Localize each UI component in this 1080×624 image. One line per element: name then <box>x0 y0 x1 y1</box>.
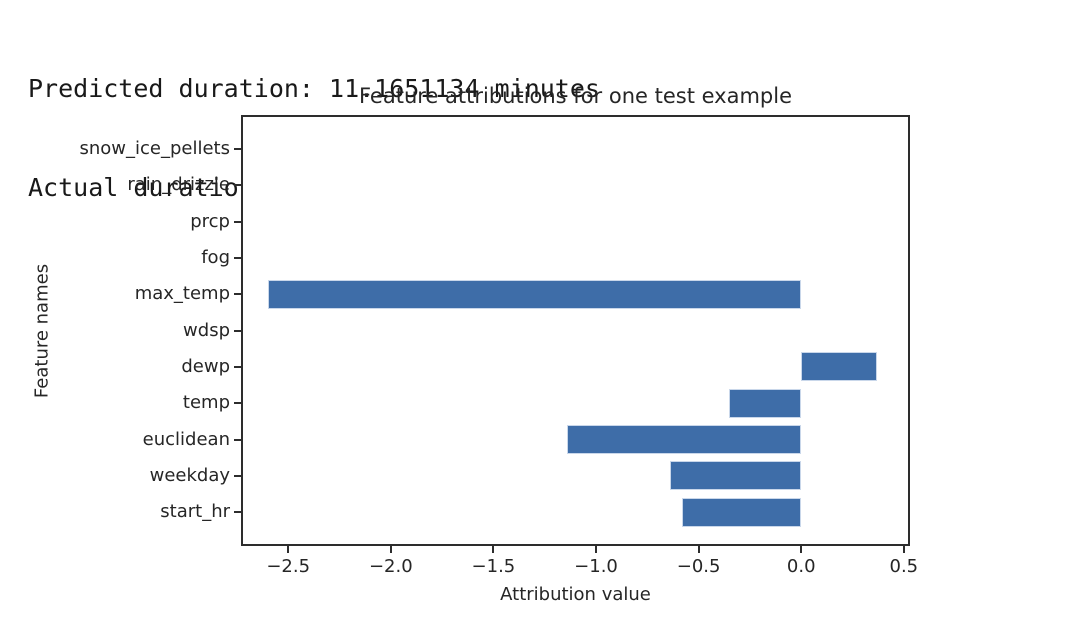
y-tick-mark <box>234 511 241 514</box>
x-tick-label: −0.5 <box>676 556 721 577</box>
y-tick-label-start_hr: start_hr <box>160 501 230 523</box>
y-tick-mark <box>234 365 241 368</box>
y-tick-label-fog: fog <box>201 247 230 268</box>
y-tick-label-dewp: dewp <box>181 355 230 377</box>
x-tick-mark <box>492 546 495 553</box>
y-tick-label-rain_drizzle: rain_drizzle <box>127 174 230 196</box>
y-tick-label-euclidean: euclidean <box>142 428 230 450</box>
predicted-duration-text: Predicted duration: 11.1651134 minutes <box>28 74 600 103</box>
plot-area <box>241 115 910 546</box>
bar-max_temp <box>267 279 802 309</box>
y-tick-label-wdsp: wdsp <box>183 319 230 341</box>
y-tick-mark <box>234 329 241 332</box>
x-tick-mark <box>697 546 700 553</box>
y-tick-mark <box>234 438 241 441</box>
x-tick-label: −1.5 <box>471 556 516 577</box>
y-tick-mark <box>234 220 241 223</box>
bar-euclidean <box>567 425 802 454</box>
bar-temp <box>729 388 802 418</box>
y-axis-label: Feature names <box>31 263 53 399</box>
y-tick-label-weekday: weekday <box>149 464 230 486</box>
y-tick-mark <box>234 184 241 187</box>
chart-title: Feature attributions for one test exampl… <box>358 84 792 108</box>
y-tick-label-snow_ice_pellets: snow_ice_pellets <box>79 138 230 160</box>
y-tick-mark <box>234 402 241 405</box>
x-tick-mark <box>287 546 290 553</box>
x-tick-label: −2.5 <box>266 556 311 577</box>
x-tick-label: −1.0 <box>574 556 618 577</box>
y-tick-label-max_temp: max_temp <box>134 283 230 305</box>
x-tick-label: −2.0 <box>368 556 413 577</box>
x-tick-mark <box>595 546 598 553</box>
y-tick-mark <box>234 257 241 259</box>
y-tick-mark <box>234 293 241 296</box>
x-axis-label: Attribution value <box>500 584 651 605</box>
x-tick-mark <box>800 546 803 553</box>
x-tick-mark <box>902 546 905 553</box>
x-tick-mark <box>389 546 392 553</box>
bar-dewp <box>801 352 878 382</box>
y-tick-label-temp: temp <box>182 392 230 414</box>
x-tick-label: 0.5 <box>889 556 919 577</box>
y-tick-mark <box>234 148 241 151</box>
bar-weekday <box>669 461 802 491</box>
y-tick-label-prcp: prcp <box>190 210 230 232</box>
x-tick-label: 0.0 <box>786 556 816 577</box>
bar-start_hr <box>682 497 802 527</box>
y-tick-mark <box>234 474 241 477</box>
